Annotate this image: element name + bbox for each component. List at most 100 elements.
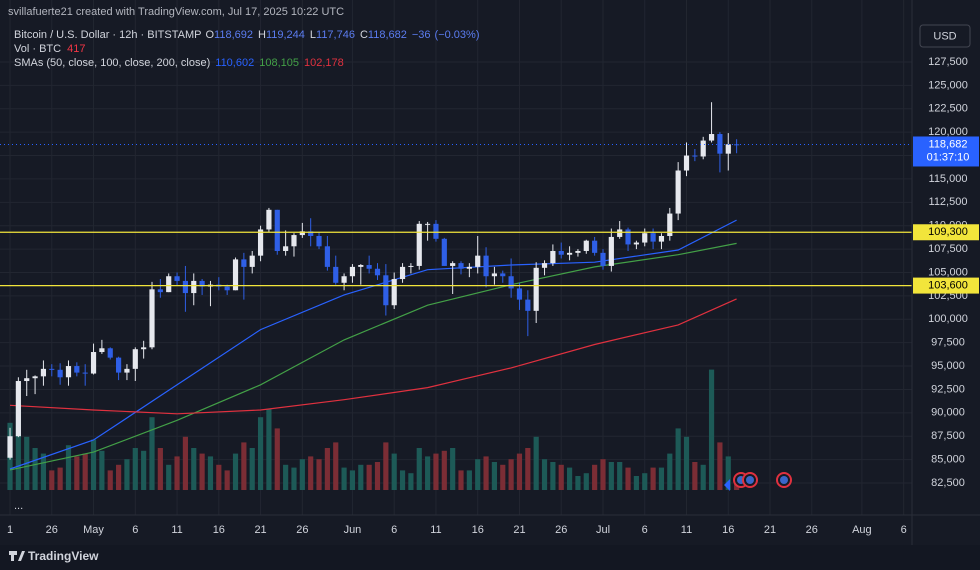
volume-bar <box>458 470 464 490</box>
candle-body <box>341 276 347 283</box>
y-tick-label: 95,000 <box>931 360 965 372</box>
volume-bar <box>124 459 130 490</box>
y-tick-label: 125,000 <box>928 79 968 91</box>
legend-row: Bitcoin / U.S. Dollar · 12h · BITSTAMP O1… <box>14 29 480 41</box>
volume-bar <box>516 453 523 490</box>
candle-body <box>633 242 639 245</box>
candle-body <box>725 144 731 154</box>
volume-bar <box>241 442 247 490</box>
volume-last: 417 <box>67 43 85 55</box>
volume-bar <box>558 464 564 490</box>
x-tick-label: 11 <box>430 524 441 536</box>
volume-bar <box>199 453 205 490</box>
candle-body <box>658 236 665 242</box>
more-button[interactable]: ... <box>14 500 23 512</box>
candle-body <box>583 240 589 251</box>
candle-body <box>483 255 489 277</box>
level-label: 109,300 <box>928 226 968 238</box>
volume-bar <box>550 462 556 490</box>
volume-bar <box>608 462 614 490</box>
volume-bar <box>141 450 147 490</box>
x-tick-label: 16 <box>722 524 734 536</box>
event-markers <box>724 472 792 491</box>
volume-bar <box>399 470 406 490</box>
candle-body <box>232 259 239 291</box>
candle-body <box>15 381 21 437</box>
x-tick-label: 11 <box>681 524 692 536</box>
sma-value: 102,178 <box>304 57 344 69</box>
candle-body <box>166 276 172 293</box>
candle-body <box>516 288 523 300</box>
volume-bar <box>333 442 339 490</box>
level-label-box <box>913 224 979 241</box>
volume-bar <box>49 470 55 490</box>
volume-bar <box>116 464 122 490</box>
volume-bar <box>166 464 172 490</box>
ohlc-value: 119,244 <box>266 29 305 41</box>
volume-bar <box>349 470 356 490</box>
volume-bar <box>700 464 706 490</box>
volume-bar <box>308 456 314 490</box>
candle-body <box>283 246 289 251</box>
y-tick-label: 82,500 <box>931 477 965 489</box>
x-tick-label: 21 <box>254 524 266 536</box>
volume-bar <box>433 453 439 490</box>
volume-bar <box>708 369 715 490</box>
volume-bar <box>617 462 623 490</box>
volume-bar <box>416 448 422 490</box>
volume-bar <box>299 459 305 490</box>
candle-body <box>366 265 372 269</box>
candle-body <box>299 231 305 236</box>
candle-body <box>241 259 247 267</box>
candle-body <box>199 280 205 287</box>
volume-bar <box>600 459 606 490</box>
volume-bar <box>583 473 589 490</box>
x-tick-label: 16 <box>472 524 484 536</box>
volume-bar <box>508 459 514 490</box>
x-tick-label: 26 <box>806 524 818 536</box>
volume-bar <box>483 456 489 490</box>
candle-body <box>90 352 97 374</box>
volume-bar <box>191 448 197 490</box>
volume-bar <box>450 448 456 490</box>
change: −36 <box>412 29 431 41</box>
ohlc-prefix: O <box>205 29 214 41</box>
candle-body <box>491 273 498 277</box>
candle-body <box>617 229 623 237</box>
volume-bar <box>341 467 347 490</box>
candle-body <box>249 255 255 267</box>
y-tick-label: 112,500 <box>929 196 968 208</box>
volume-bar <box>658 467 665 490</box>
candle-body <box>508 276 514 289</box>
volume-bar <box>425 456 431 490</box>
volume-bar <box>642 473 648 490</box>
candle-body <box>157 289 163 293</box>
candle-body <box>57 369 63 378</box>
volume-bar <box>174 456 180 490</box>
brand: TradingView <box>28 549 99 563</box>
volume-bar <box>683 436 690 490</box>
y-tick-label: 107,500 <box>928 243 968 255</box>
y-tick-label: 97,500 <box>931 337 965 349</box>
candle-body <box>541 263 548 268</box>
candle-body <box>416 223 422 266</box>
x-tick-label: Aug <box>852 524 872 536</box>
candle-body <box>24 378 30 382</box>
sma-line <box>9 242 737 471</box>
volume-bar <box>32 448 38 490</box>
volume-bar <box>441 450 447 490</box>
x-tick-label: 16 <box>213 524 225 536</box>
x-tick-label: 26 <box>555 524 567 536</box>
volume-bar <box>633 476 639 490</box>
y-tick-label: 87,500 <box>931 430 965 442</box>
ohlc-prefix: C <box>360 29 368 41</box>
candle-body <box>316 236 322 247</box>
candle-body <box>107 348 113 358</box>
volume-bar <box>366 464 372 490</box>
volume-bar <box>692 462 698 490</box>
sma-value: 108,105 <box>259 57 299 69</box>
volume-bar <box>525 448 531 490</box>
candle-body <box>324 246 330 267</box>
volume-bar <box>232 453 239 490</box>
candle-body <box>149 289 155 348</box>
